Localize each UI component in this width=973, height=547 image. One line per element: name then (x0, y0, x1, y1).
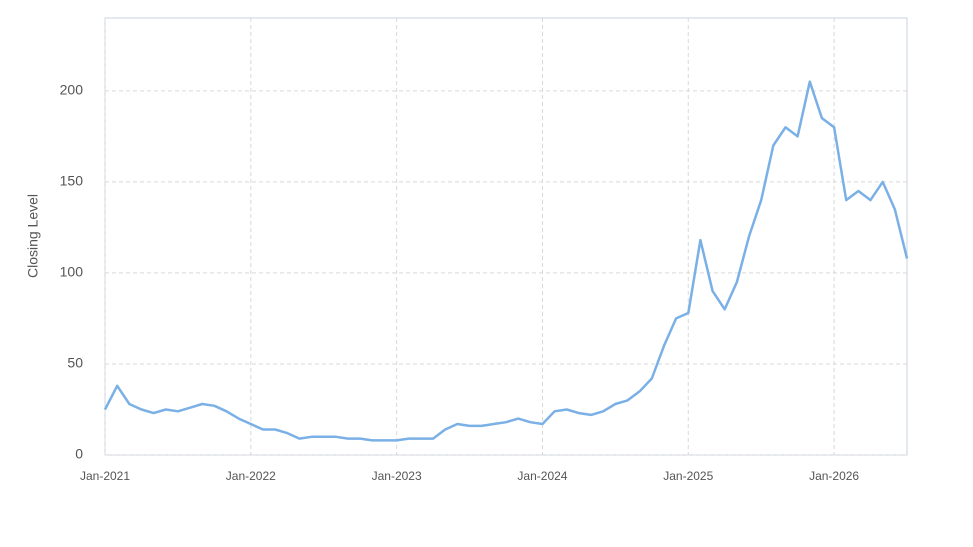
x-tick-label: Jan-2026 (809, 469, 859, 483)
x-tick-label: Jan-2023 (372, 469, 422, 483)
x-tick-label: Jan-2021 (80, 469, 130, 483)
x-tick-label: Jan-2022 (226, 469, 276, 483)
y-tick-label: 50 (67, 355, 83, 371)
y-tick-label: 0 (75, 446, 83, 462)
y-tick-label: 150 (60, 173, 84, 189)
x-tick-label: Jan-2025 (663, 469, 713, 483)
x-tick-label: Jan-2024 (517, 469, 567, 483)
y-axis-label: Closing Level (25, 194, 41, 278)
plot-frame (104, 17, 908, 456)
y-tick-label: 100 (60, 264, 84, 280)
series-line (103, 80, 909, 442)
y-tick-label: 200 (60, 82, 84, 98)
